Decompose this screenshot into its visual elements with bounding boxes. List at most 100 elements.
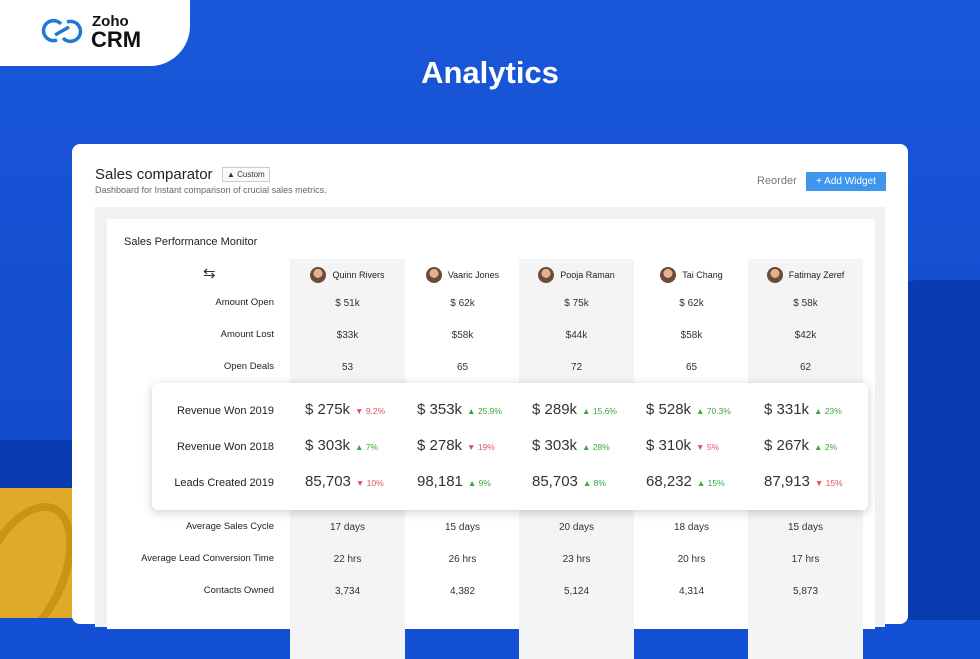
custom-badge: ▲ Custom: [222, 167, 270, 182]
person-header[interactable]: Vaaric Jones: [405, 265, 520, 285]
table-cell: 4,314: [678, 586, 705, 597]
change-indicator: ▲ 28%: [582, 442, 610, 452]
arrow-up-icon: ▲: [582, 442, 593, 452]
table-cell: 3,734: [334, 586, 361, 597]
table-cell: $ 51k: [335, 298, 360, 309]
metric-value: $ 303k: [532, 437, 578, 454]
person-name: Vaaric Jones: [447, 270, 500, 280]
row-label: Amount Open: [215, 297, 274, 308]
highlight-cell: $ 267k ▲ 2%: [764, 437, 837, 454]
arrow-up-icon: ▲: [582, 478, 594, 488]
change-percent: 25.9%: [477, 406, 502, 416]
highlight-cell: $ 303k ▲ 28%: [532, 437, 610, 454]
table-cell: 4,382: [449, 586, 476, 597]
row-label: Average Lead Conversion Time: [141, 553, 274, 564]
avatar: [660, 267, 677, 283]
reorder-button[interactable]: Reorder: [757, 175, 797, 187]
arrow-up-icon: ▲: [814, 442, 825, 452]
row-label: Amount Lost: [220, 329, 274, 340]
arrow-up-icon: ▲: [582, 406, 593, 416]
change-indicator: ▲ 23%: [814, 406, 842, 416]
highlight-cell: $ 528k ▲ 70.3%: [646, 401, 731, 418]
change-indicator: ▼ 10%: [356, 478, 384, 488]
person-header[interactable]: Tai Chang: [634, 265, 749, 285]
highlight-cell: $ 310k ▼ 5%: [646, 437, 719, 454]
row-label: Average Sales Cycle: [185, 521, 274, 532]
highlight-cell: $ 331k ▲ 23%: [764, 401, 842, 418]
table-cell: 65: [456, 362, 469, 373]
change-percent: 28%: [592, 442, 610, 452]
person-name: Fatimay Zeref: [788, 270, 845, 280]
table-cell: $ 58k: [793, 298, 818, 309]
arrow-up-icon: ▲: [355, 442, 366, 452]
person-header[interactable]: Pooja Raman: [519, 265, 634, 285]
table-cell: $58k: [680, 330, 703, 341]
swap-icon[interactable]: ⇆: [203, 265, 216, 282]
badge-label: Custom: [237, 170, 265, 179]
logo-zoho-text: Zoho: [92, 13, 129, 30]
arrow-down-icon: ▼: [355, 406, 366, 416]
change-percent: 15%: [707, 478, 725, 488]
arrow-down-icon: ▼: [467, 442, 478, 452]
table-cell: 62: [799, 362, 812, 373]
table-cell: $ 62k: [450, 298, 475, 309]
table-cell: $58k: [451, 330, 474, 341]
change-percent: 7%: [365, 442, 379, 452]
change-percent: 2%: [824, 442, 838, 452]
metric-value: $ 267k: [764, 437, 810, 454]
change-indicator: ▲ 15%: [697, 478, 725, 488]
change-indicator: ▼ 5%: [696, 442, 719, 452]
change-indicator: ▼ 19%: [467, 442, 495, 452]
table-cell: 53: [341, 362, 354, 373]
arrow-down-icon: ▼: [355, 478, 367, 488]
change-percent: 9.2%: [365, 406, 386, 416]
highlight-cell: $ 278k ▼ 19%: [417, 437, 495, 454]
table-cell: $ 75k: [564, 298, 589, 309]
arrow-up-icon: ▲: [696, 478, 708, 488]
metric-value: 87,913: [764, 473, 810, 490]
person-header[interactable]: Quinn Rivers: [290, 265, 405, 285]
widget-title: Sales Performance Monitor: [124, 236, 258, 248]
table-cell: 5,124: [563, 586, 590, 597]
table-cell: $ 62k: [679, 298, 704, 309]
table-cell: 22 hrs: [333, 554, 362, 565]
logo: Zoho CRM: [0, 0, 190, 66]
person-name: Tai Chang: [682, 270, 723, 280]
change-percent: 19%: [477, 442, 495, 452]
person-name: Quinn Rivers: [332, 270, 385, 280]
highlight-cell: $ 353k ▲ 25.9%: [417, 401, 502, 418]
table-cell: $33k: [336, 330, 359, 341]
table-cell: 72: [570, 362, 583, 373]
highlight-cell: $ 275k ▼ 9.2%: [305, 401, 385, 418]
highlight-cell: $ 303k ▲ 7%: [305, 437, 378, 454]
change-indicator: ▼ 15%: [815, 478, 843, 488]
avatar: [310, 267, 327, 283]
arrow-up-icon: ▲: [467, 478, 479, 488]
dashboard-subtitle: Dashboard for Instant comparison of cruc…: [95, 185, 327, 195]
avatar: [766, 267, 783, 283]
zoho-logo-icon: [41, 18, 83, 44]
row-label: Open Deals: [223, 361, 274, 372]
change-indicator: ▲ 2%: [814, 442, 837, 452]
logo-crm-text: CRM: [91, 27, 142, 52]
change-percent: 15.6%: [592, 406, 617, 416]
metric-value: $ 275k: [305, 401, 351, 418]
highlighted-metrics: Revenue Won 2019 $ 275k ▼ 9.2% $ 353k ▲ 25.9…: [152, 383, 868, 510]
decoration: [0, 488, 80, 618]
page-title: Analytics: [421, 55, 559, 90]
highlight-cell: 85,703 ▼ 10%: [305, 473, 384, 490]
change-percent: 10%: [366, 478, 384, 488]
table-cell: 18 days: [673, 522, 710, 533]
change-indicator: ▲ 25.9%: [467, 406, 502, 416]
dashboard-title: Sales comparator: [95, 166, 213, 183]
table-cell: 15 days: [787, 522, 824, 533]
add-widget-button[interactable]: + Add Widget: [806, 172, 886, 191]
metric-value: $ 278k: [417, 437, 463, 454]
change-percent: 8%: [593, 478, 606, 488]
person-header[interactable]: Fatimay Zeref: [748, 265, 863, 285]
highlight-row-label: Leads Created 2019: [174, 477, 274, 489]
highlight-row-label: Revenue Won 2018: [176, 441, 274, 453]
table-cell: 17 days: [329, 522, 366, 533]
change-percent: 70.3%: [706, 406, 731, 416]
table-cell: 20 days: [558, 522, 595, 533]
